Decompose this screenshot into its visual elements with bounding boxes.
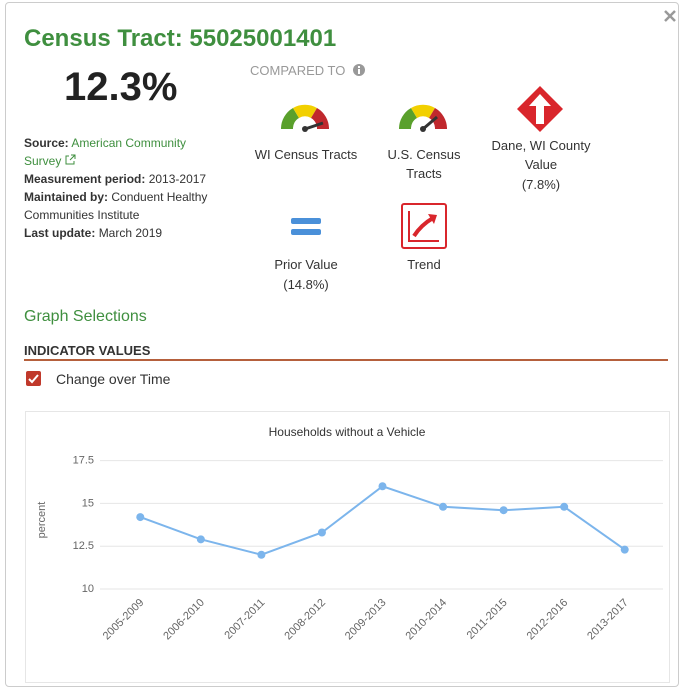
x-tick-label: 2012-2016 (525, 597, 571, 643)
gauge-icon (398, 104, 448, 132)
county-icon (517, 86, 563, 132)
detail-value: 2013-2017 (148, 172, 207, 186)
graph-selections[interactable]: Graph Selections (24, 308, 147, 325)
section-rule (24, 359, 668, 361)
comparison-value: (14.8%) (283, 277, 329, 292)
y-tick-label: 12.5 (73, 540, 94, 552)
point (136, 513, 145, 522)
info-icon[interactable] (352, 64, 365, 76)
equal-icon (291, 218, 321, 235)
x-tick-label: 2006-2010 (161, 597, 207, 643)
line (139, 485, 626, 556)
comparison-label: U.S. Census Tracts (387, 147, 461, 181)
comparison-label: Prior Value (274, 257, 338, 272)
comparison-label: Trend (407, 257, 441, 272)
point (620, 545, 629, 554)
detail-label: Measurement period: (24, 172, 146, 186)
chart: Households without a Vehicle percent 10 1… (25, 411, 670, 683)
comparison-label: Dane, WI County Value (491, 138, 591, 172)
detail-value: Conduent Healthy Communities Institute (24, 190, 208, 222)
section-heading: INDICATOR VALUES (24, 343, 151, 358)
x-tick-label: 2013-2017 (585, 597, 631, 643)
comparison-value: (7.8%) (521, 177, 561, 192)
y-tick-label: 10 (82, 583, 94, 595)
point (196, 535, 205, 544)
chart-title: Households without a Vehicle (269, 425, 426, 439)
y-axis-label: percent (36, 502, 48, 539)
detail-value: March 2019 (98, 226, 163, 240)
detail-label: Source: (24, 136, 69, 150)
source-link[interactable]: American Community Survey (24, 136, 187, 168)
close-button[interactable] (663, 9, 677, 23)
trend-icon (401, 203, 447, 249)
x-tick-label: 2005-2009 (101, 597, 147, 643)
x-tick-label: 2010-2014 (403, 597, 449, 643)
point (560, 502, 569, 511)
comparison-label: WI Census Tracts (254, 147, 358, 162)
x-tick-label: 2009-2013 (343, 597, 389, 643)
y-tick-label: 17.5 (73, 454, 94, 466)
x-tick-label: 2011-2015 (465, 597, 510, 642)
indicator-panel: Census Tract: 55025001401 12.3% Source: … (5, 2, 679, 687)
page-title: Census Tract: 55025001401 (24, 25, 337, 52)
point (317, 528, 326, 537)
checkbox[interactable] (26, 371, 41, 386)
point (257, 550, 266, 559)
point (378, 482, 387, 491)
point (499, 506, 508, 515)
details: Source: American Community Survey Measur… (24, 134, 224, 242)
gauge-icon (280, 104, 330, 132)
y-tick-label: 15 (82, 497, 94, 509)
x-tick-label: 2007-2011 (222, 597, 267, 642)
detail-label: Last update: (24, 226, 96, 240)
checkbox-label[interactable]: Change over Time (56, 371, 171, 387)
compared-text: COMPARED TO (250, 63, 346, 78)
point (439, 502, 448, 511)
x-tick-label: 2008-2012 (282, 597, 328, 643)
compared-heading: COMPARED TO (250, 63, 365, 78)
detail-label: Maintained by: (24, 190, 109, 204)
external-link-icon (65, 154, 76, 165)
indicator-value: 12.3% (64, 65, 178, 109)
